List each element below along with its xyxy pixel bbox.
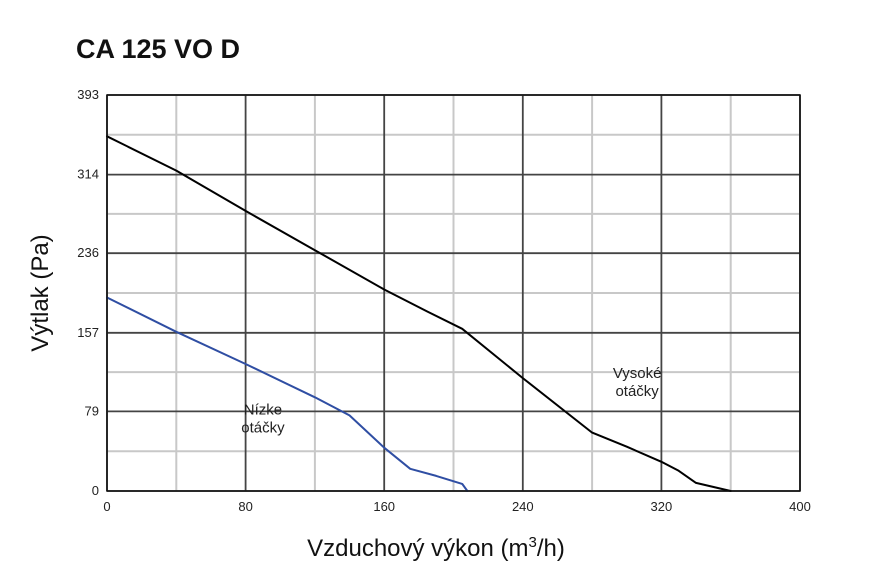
x-tick-label: 0 bbox=[103, 499, 110, 514]
series-layer bbox=[106, 135, 732, 492]
x-tick-label: 240 bbox=[512, 499, 534, 514]
series-annotation: Nízke otáčky bbox=[241, 401, 285, 436]
y-tick-label: 79 bbox=[85, 403, 99, 418]
x-axis-label-superscript: 3 bbox=[529, 534, 537, 551]
y-tick-label: 314 bbox=[77, 167, 99, 182]
x-axis-label-main: Vzduchový výkon (m bbox=[307, 535, 528, 562]
chart-title: CA 125 VO D bbox=[76, 34, 241, 64]
x-axis-label: Vzduchový výkon (m3/h) bbox=[307, 534, 565, 562]
x-axis-label-end: /h) bbox=[537, 535, 565, 562]
y-tick-label: 0 bbox=[92, 483, 99, 498]
series-line-2 bbox=[106, 296, 469, 492]
annotations: Vysoké otáčky Nízke otáčky bbox=[241, 365, 661, 436]
plot-border bbox=[106, 94, 801, 492]
y-axis-label: Výtlak (Pa) bbox=[27, 234, 54, 351]
series-annotation: Vysoké otáčky bbox=[613, 365, 662, 400]
tick-labels: 0 80 160 240 320 400 0 79 157 236 314 393 bbox=[77, 87, 811, 514]
y-tick-label: 157 bbox=[77, 325, 99, 340]
series-line-1 bbox=[106, 135, 732, 492]
y-tick-label: 236 bbox=[77, 245, 99, 260]
x-tick-label: 80 bbox=[238, 499, 252, 514]
x-tick-label: 320 bbox=[651, 499, 673, 514]
grid bbox=[106, 94, 801, 492]
x-tick-label: 400 bbox=[789, 499, 811, 514]
x-tick-label: 160 bbox=[373, 499, 395, 514]
y-tick-label: 393 bbox=[77, 87, 99, 102]
